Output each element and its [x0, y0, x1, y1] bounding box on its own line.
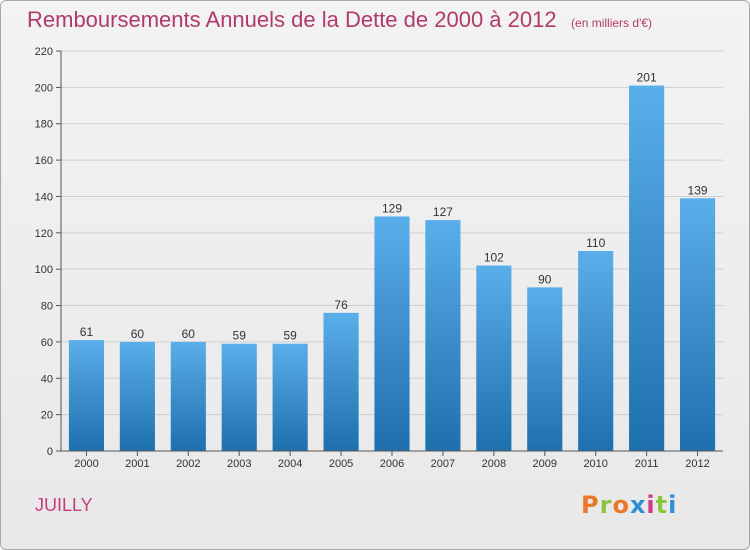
x-tick-label: 2000 — [74, 458, 98, 470]
bar-2009 — [527, 287, 563, 451]
y-tick-label: 80 — [41, 301, 53, 313]
logo-letter: x — [629, 491, 647, 519]
y-tick-label: 120 — [35, 228, 53, 240]
logo-letter: o — [612, 491, 630, 519]
bar-2011 — [629, 85, 665, 451]
logo-letter: i — [646, 491, 656, 519]
bar-2007 — [425, 220, 461, 451]
logo-letter: r — [599, 491, 613, 519]
y-tick-label: 0 — [47, 446, 53, 458]
logo-letter: i — [668, 491, 678, 519]
bar-2005 — [323, 312, 359, 451]
y-tick-label: 220 — [35, 46, 53, 58]
y-tick-label: 20 — [41, 410, 53, 422]
y-tick-label: 200 — [35, 82, 53, 94]
y-tick-label: 60 — [41, 337, 53, 349]
data-label: 129 — [382, 201, 402, 215]
x-tick-label: 2002 — [176, 458, 200, 470]
bar-2003 — [221, 343, 257, 451]
proxiti-logo: Proxiti — [581, 491, 677, 519]
x-tick-label: 2011 — [635, 458, 659, 470]
data-label: 76 — [334, 298, 348, 312]
commune-name: JUILLY — [35, 495, 93, 515]
chart-title: Remboursements Annuels de la Dette de 20… — [27, 7, 557, 32]
bar-2000 — [68, 340, 105, 451]
data-label: 60 — [182, 327, 196, 341]
bar-2010 — [578, 251, 614, 451]
bar-2006 — [374, 216, 410, 451]
x-tick-label: 2003 — [227, 458, 251, 470]
y-tick-label: 100 — [35, 264, 53, 276]
data-label: 59 — [283, 329, 297, 343]
logo-letter: P — [581, 491, 600, 519]
x-tick-label: 2004 — [278, 458, 302, 470]
y-tick-label: 140 — [35, 191, 53, 203]
x-tick-label: 2007 — [431, 458, 455, 470]
data-label: 201 — [637, 71, 657, 85]
data-label: 127 — [433, 205, 453, 219]
bar-2012 — [679, 198, 716, 451]
data-label: 59 — [233, 329, 247, 343]
title-row: Remboursements Annuels de la Dette de 20… — [27, 7, 652, 33]
x-tick-label: 2010 — [583, 458, 607, 470]
data-label: 110 — [586, 236, 605, 250]
bar-2002 — [170, 341, 206, 451]
y-tick-label: 180 — [35, 119, 53, 131]
bar-2004 — [272, 343, 308, 451]
x-tick-label: 2006 — [380, 458, 404, 470]
data-label: 139 — [688, 183, 708, 197]
x-tick-label: 2012 — [685, 458, 709, 470]
y-tick-label: 40 — [41, 373, 53, 385]
x-tick-label: 2009 — [533, 458, 557, 470]
x-tick-label: 2001 — [125, 458, 149, 470]
x-tick-label: 2008 — [482, 458, 506, 470]
logo-letter: t — [655, 491, 669, 519]
data-label: 90 — [538, 272, 552, 286]
chart-subtitle: (en milliers d'€) — [571, 16, 653, 30]
bar-2008 — [476, 265, 512, 451]
data-label: 61 — [80, 325, 94, 339]
data-label: 60 — [131, 327, 145, 341]
x-tick-label: 2005 — [329, 458, 353, 470]
data-label: 102 — [484, 251, 504, 265]
y-tick-label: 160 — [35, 155, 53, 167]
bar-2001 — [119, 341, 155, 451]
